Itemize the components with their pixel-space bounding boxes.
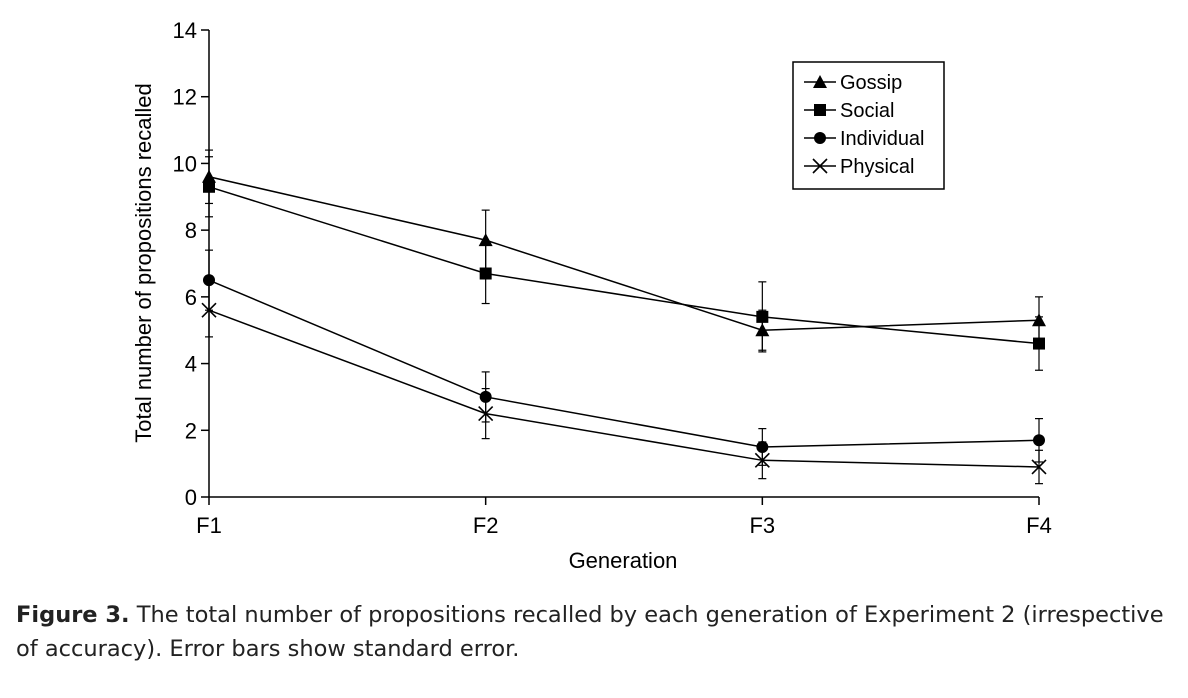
point-gossip xyxy=(755,323,770,337)
line-physical xyxy=(208,309,1040,468)
point-individual xyxy=(479,390,492,403)
point-social xyxy=(756,310,769,323)
x-tick-label: F2 xyxy=(473,513,499,538)
y-axis-title: Total number of propositions recalled xyxy=(131,83,156,443)
line-gossip xyxy=(208,176,1040,331)
point-gossip xyxy=(202,169,216,183)
y-tick-label: 2 xyxy=(185,418,197,443)
x-tick-label: F1 xyxy=(196,513,222,538)
series-lines xyxy=(208,176,1040,468)
point-individual xyxy=(1033,434,1045,447)
point-individual xyxy=(203,274,215,287)
legend-marker-individual xyxy=(814,132,826,144)
y-tick-label: 8 xyxy=(185,218,197,243)
point-social xyxy=(479,267,492,280)
point-physical xyxy=(754,452,770,468)
error-bars xyxy=(205,149,1043,485)
point-physical xyxy=(1031,459,1047,475)
series-markers xyxy=(201,169,1047,475)
legend-label-physical: Physical xyxy=(840,156,914,178)
point-physical xyxy=(201,302,217,318)
y-tick-label: 4 xyxy=(185,352,197,377)
y-tick-label: 0 xyxy=(185,485,197,510)
point-gossip xyxy=(1032,313,1046,327)
legend-label-individual: Individual xyxy=(840,128,925,150)
legend-marker-social xyxy=(814,104,826,116)
figure-caption: Figure 3. The total number of propositio… xyxy=(16,598,1176,666)
caption-text: The total number of propositions recalle… xyxy=(16,602,1164,662)
x-tick-label: F3 xyxy=(749,513,775,538)
point-individual xyxy=(756,440,769,453)
y-tick-label: 12 xyxy=(173,85,197,110)
figure-label: Figure 3. xyxy=(16,602,130,628)
point-physical xyxy=(478,406,494,422)
legend-marker-physical xyxy=(812,158,828,174)
line-social xyxy=(208,186,1040,345)
line-chart: 0 2 4 6 8 10 12 14 F1 F2 F3 F4 Generation Total num… xyxy=(131,18,1052,573)
point-social xyxy=(1033,337,1045,350)
axes: 0 2 4 6 8 10 12 14 F1 F2 F3 F4 xyxy=(173,18,1052,538)
y-tick-label: 6 xyxy=(185,285,197,310)
y-tick-label: 10 xyxy=(173,151,197,176)
legend-label-gossip: Gossip xyxy=(840,72,902,94)
line-individual xyxy=(208,279,1040,448)
point-gossip xyxy=(478,233,493,247)
y-tick-label: 14 xyxy=(173,18,197,43)
x-axis-title: Generation xyxy=(569,548,678,573)
legend-label-social: Social xyxy=(840,100,894,122)
legend-marker-gossip xyxy=(813,75,827,88)
point-social xyxy=(203,180,215,193)
legend: Gossip Social Individual Physical xyxy=(792,61,945,190)
x-tick-label: F4 xyxy=(1026,513,1052,538)
